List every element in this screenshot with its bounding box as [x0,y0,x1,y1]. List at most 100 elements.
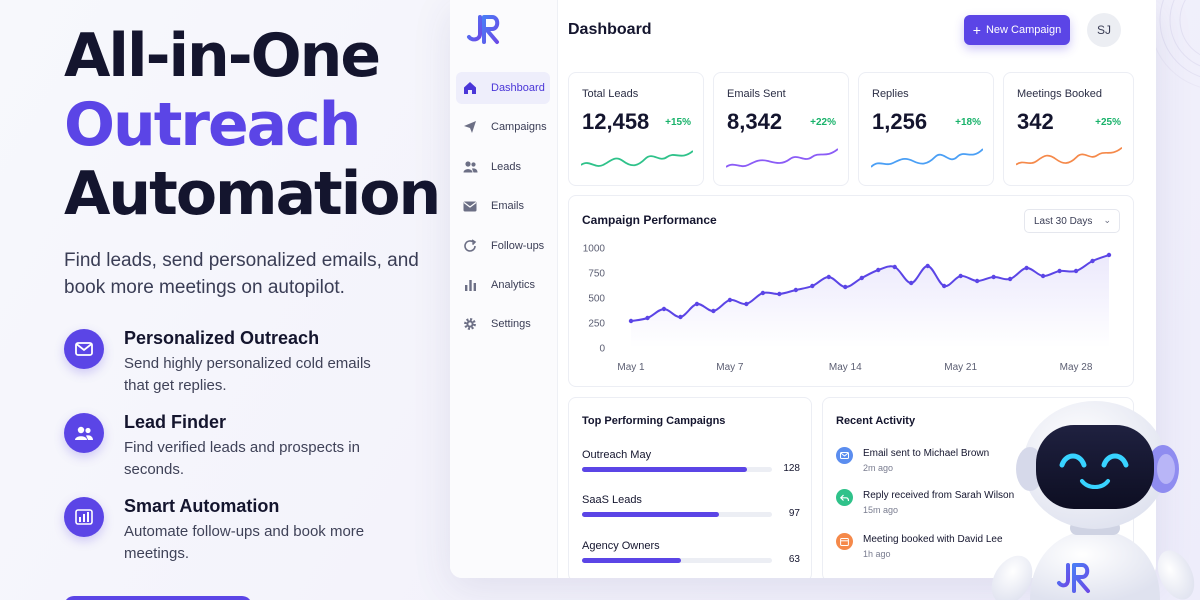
data-point [694,301,700,307]
sidebar-item-leads[interactable]: Leads [456,151,550,183]
campaign-row[interactable]: Outreach May 128 [582,449,800,489]
sidebar-item-label: Emails [491,200,525,213]
sidebar-item-settings[interactable]: Settings [456,308,550,340]
data-point [826,274,831,280]
feature-title: Lead Finder [124,412,227,432]
get-started-button[interactable] [64,596,252,600]
data-point [645,315,650,321]
users-icon [462,159,478,175]
y-tick-label: 500 [588,294,605,305]
y-tick-label: 250 [588,319,605,330]
sidebar-item-analytics[interactable]: Analytics [456,269,550,301]
data-point [661,306,667,312]
activity-text: Meeting booked with David Lee [863,534,1003,545]
new-campaign-label: New Campaign [985,24,1062,36]
data-point [1106,252,1112,258]
feature-list: Personalized Outreach Send highly person… [64,327,444,579]
data-point [678,314,683,320]
stat-value: 12,458 [582,109,650,134]
data-point [1073,268,1079,274]
sparkline [1016,146,1122,166]
progress-track [582,467,772,472]
hero-title-line-1: All-in-One [64,21,381,91]
activity-time: 2m ago [863,463,894,473]
sidebar-item-label: Campaigns [491,121,547,134]
stat-label: Emails Sent [727,88,786,100]
top-campaigns-card: Top Performing Campaigns Outreach May 12… [568,397,812,578]
data-point [925,263,930,269]
data-point [1024,265,1029,271]
stat-label: Meetings Booked [1017,88,1102,100]
bar-chart-icon [64,497,104,537]
progress-fill [582,512,719,517]
bar-chart-icon [462,277,478,293]
campaign-name: Outreach May [582,449,652,461]
campaign-value: 97 [788,508,800,519]
data-point [711,308,716,314]
performance-line-chart: 0 250 500 750 1000 May 1 May 7 May 14 May 21 May … [583,244,1112,373]
calendar-icon [836,533,853,550]
send-icon [462,119,478,135]
feature-title: Personalized Outreach [124,328,320,348]
sidebar-item-emails[interactable]: Emails [456,190,550,222]
sparkline [871,148,983,168]
stat-card-replies[interactable]: Replies 1,256 +18% [858,72,994,186]
activity-item[interactable]: Meeting booked with David Lee 1h ago [836,532,1036,566]
page-title: Dashboard [568,21,652,38]
hero-title-line-2: Outreach [64,90,361,160]
x-tick-label: May 1 [617,362,645,373]
data-point [1040,273,1046,279]
activity-text: Email sent to Michael Brown [863,448,990,459]
campaign-performance-card: Campaign Performance Last 30 Days ⌄ 0 250… [568,195,1134,387]
x-tick-label: May 28 [1060,362,1093,373]
hero-subtitle: Find leads, send personalized emails, an… [64,250,419,298]
activity-item[interactable]: Reply received from Sarah Wilson 15m ago [836,488,1036,522]
stat-value: 342 [1017,109,1054,134]
plus-icon: + [972,22,981,38]
stat-value: 8,342 [727,109,783,134]
series-area [631,255,1109,348]
data-point [1007,276,1013,282]
progress-track [582,558,772,563]
chart-title: Campaign Performance [582,213,717,227]
campaign-row[interactable]: Agency Owners 63 [582,540,800,578]
stat-cards: Total Leads 12,458 +15% Emails Sent 8,34… [568,72,1134,186]
stat-delta: +15% [665,117,691,128]
avatar[interactable]: SJ [1087,13,1121,47]
refresh-icon [462,238,478,254]
feature-lead-finder: Lead Finder Find verified leads and pros… [64,411,444,495]
data-point [974,278,980,284]
x-tick-label: May 14 [829,362,862,373]
app-logo[interactable] [466,14,506,46]
date-range-select[interactable]: Last 30 Days ⌄ [1024,209,1120,233]
mail-icon [836,447,853,464]
home-icon [462,80,478,96]
stat-card-meetings-booked[interactable]: Meetings Booked 342 +25% [1003,72,1134,186]
hero-title: All-in-One Outreach Automation [64,22,444,229]
stat-card-emails-sent[interactable]: Emails Sent 8,342 +22% [713,72,849,186]
feature-desc: Automate follow-ups and book more meetin… [124,523,365,562]
data-point [1090,258,1095,264]
campaign-row[interactable]: SaaS Leads 97 [582,494,800,534]
activity-item[interactable]: Email sent to Michael Brown 2m ago [836,446,1036,480]
hero-title-line-3: Automation [64,159,441,229]
stat-card-total-leads[interactable]: Total Leads 12,458 +15% [568,72,704,186]
activity-time: 15m ago [863,505,899,515]
data-point [892,264,897,270]
data-point [810,283,815,289]
reply-icon [836,489,853,506]
progress-fill [582,467,748,472]
data-point [793,287,799,293]
sidebar-item-dashboard[interactable]: Dashboard [456,72,550,104]
chevron-down-icon: ⌄ [1103,215,1111,225]
sidebar-item-campaigns[interactable]: Campaigns [456,111,550,143]
progress-track [582,512,772,517]
data-point [744,301,749,307]
new-campaign-button[interactable]: + New Campaign [964,15,1070,45]
data-point [760,290,766,296]
y-tick-label: 0 [599,344,605,355]
sidebar-item-label: Leads [491,160,521,173]
sidebar-item-follow-ups[interactable]: Follow-ups [456,230,550,262]
activity-text: Reply received from Sarah Wilson [863,490,1015,501]
campaign-value: 128 [783,463,800,474]
